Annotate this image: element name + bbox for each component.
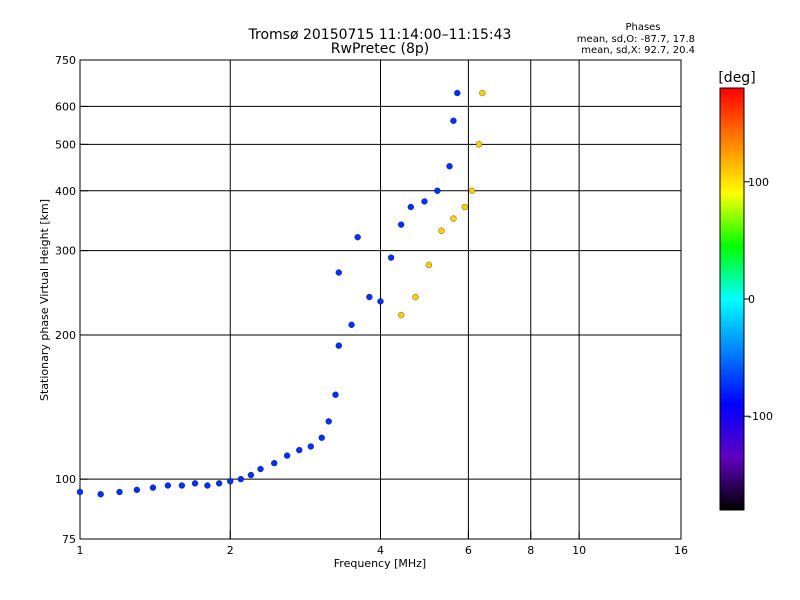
y-tick-label: 100 <box>55 473 76 486</box>
x-tick-label: 6 <box>465 544 472 557</box>
data-point <box>237 476 244 483</box>
colorbar-tick-label: -100 <box>748 410 773 423</box>
y-tick-label: 600 <box>55 100 76 113</box>
data-point <box>149 484 157 491</box>
data-point <box>450 117 457 124</box>
data-point <box>164 482 172 489</box>
data-point <box>332 391 339 398</box>
data-point <box>387 254 395 261</box>
x-tick-label: 4 <box>377 544 384 557</box>
data-point <box>227 478 234 485</box>
y-tick-label: 750 <box>55 54 76 67</box>
data-point <box>215 480 223 487</box>
phase-legend-title: Phases <box>625 22 660 33</box>
colorbar-label: [deg] <box>718 70 755 86</box>
y-tick-label: 500 <box>55 138 76 151</box>
phase-legend-o: mean, sd,O: -87.7, 17.8 <box>577 34 695 45</box>
y-tick-label: 75 <box>62 533 76 546</box>
data-point <box>354 234 361 241</box>
x-tick-label: 10 <box>572 544 586 557</box>
data-point <box>450 215 457 222</box>
data-point <box>97 491 104 498</box>
y-tick-label: 300 <box>55 245 76 258</box>
data-point <box>271 459 278 467</box>
data-point <box>76 488 84 496</box>
x-tick-label: 1 <box>77 544 84 557</box>
y-axis-ticks: 75 100 200 300 400 500 600 750 <box>55 54 88 546</box>
data-point <box>366 293 373 301</box>
data-point <box>454 89 461 97</box>
data-point <box>116 488 123 496</box>
data-point <box>407 203 414 211</box>
data-point <box>438 227 445 234</box>
data-point <box>335 269 342 276</box>
data-point <box>133 486 141 493</box>
data-point <box>257 465 264 473</box>
y-tick-label: 400 <box>55 185 76 198</box>
x-tick-label: 16 <box>674 544 688 557</box>
data-point <box>398 221 405 228</box>
data-point <box>398 311 405 319</box>
data-point <box>475 141 483 148</box>
data-point <box>468 187 476 194</box>
data-point <box>421 198 428 205</box>
x-axis-label: Frequency [MHz] <box>334 557 426 570</box>
data-point <box>318 434 325 441</box>
data-point <box>335 342 342 349</box>
colorbar-tick-label: 100 <box>748 176 769 189</box>
grid-lines <box>80 60 681 539</box>
y-axis-label: Stationary phase Virtual Height [km] <box>38 199 51 401</box>
data-point <box>307 443 314 450</box>
chart-subtitle: RwPretec (8p) <box>331 41 429 57</box>
data-point <box>247 471 255 479</box>
x-tick-label: 2 <box>227 544 234 557</box>
x-axis-ticks: 1 2 4 6 8 10 16 <box>77 531 688 557</box>
data-point <box>479 89 486 97</box>
data-point <box>191 480 199 487</box>
colorbar-tick-label: 0 <box>748 293 755 306</box>
data-point <box>446 163 453 170</box>
x-tick-label: 8 <box>527 544 534 557</box>
data-point <box>204 482 211 489</box>
data-point <box>377 298 384 305</box>
data-point <box>348 321 355 328</box>
data-point <box>178 482 186 489</box>
data-point <box>325 418 332 425</box>
data-point <box>425 261 433 269</box>
data-point <box>434 187 441 194</box>
colorbar-ticks: 100 0 -100 <box>744 176 773 423</box>
data-point <box>412 293 419 301</box>
data-point <box>461 203 468 211</box>
scatter-points <box>76 89 486 498</box>
chart-title: Tromsø 20150715 11:14:00–11:15:43 <box>248 27 512 43</box>
data-point <box>283 452 291 459</box>
data-point <box>296 446 303 454</box>
colorbar <box>719 87 745 511</box>
phase-legend-x: mean, sd,X: 92.7, 20.4 <box>581 45 695 56</box>
y-tick-label: 200 <box>55 329 76 342</box>
